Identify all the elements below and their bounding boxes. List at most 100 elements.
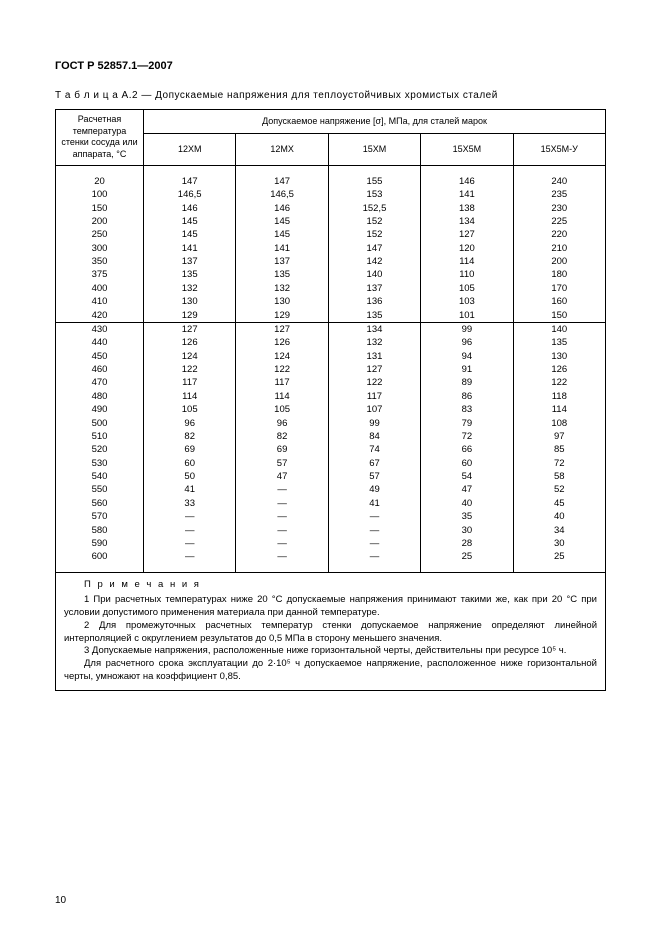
value-cell: 124 bbox=[144, 349, 236, 362]
value-cell: 91 bbox=[421, 363, 513, 376]
table-row: 250145145152127220 bbox=[56, 228, 606, 241]
value-cell: 126 bbox=[513, 363, 605, 376]
value-cell: 155 bbox=[328, 165, 420, 188]
value-cell: 85 bbox=[513, 443, 605, 456]
value-cell: 235 bbox=[513, 188, 605, 201]
doc-header: ГОСТ Р 52857.1—2007 bbox=[55, 60, 606, 72]
value-cell: 41 bbox=[144, 483, 236, 496]
temp-cell: 400 bbox=[56, 282, 144, 295]
note: Для расчетного срока эксплуатации до 2·1… bbox=[64, 658, 597, 684]
value-cell: 83 bbox=[421, 403, 513, 416]
value-cell: 146 bbox=[144, 201, 236, 214]
value-cell: — bbox=[236, 483, 328, 496]
value-cell: 30 bbox=[421, 523, 513, 536]
value-cell: 126 bbox=[144, 336, 236, 349]
value-cell: 127 bbox=[421, 228, 513, 241]
value-cell: — bbox=[144, 523, 236, 536]
table-row: 375135135140110180 bbox=[56, 268, 606, 281]
value-cell: 99 bbox=[421, 322, 513, 336]
value-cell: 114 bbox=[421, 255, 513, 268]
value-cell: 135 bbox=[236, 268, 328, 281]
value-cell: — bbox=[236, 510, 328, 523]
value-cell: 47 bbox=[236, 470, 328, 483]
value-cell: 117 bbox=[144, 376, 236, 389]
table-row: 50096969979108 bbox=[56, 416, 606, 429]
value-cell: 110 bbox=[421, 268, 513, 281]
value-cell: 153 bbox=[328, 188, 420, 201]
temp-cell: 200 bbox=[56, 215, 144, 228]
value-cell: — bbox=[236, 537, 328, 550]
table-row: 44012612613296135 bbox=[56, 336, 606, 349]
temp-cell: 100 bbox=[56, 188, 144, 201]
table-row: 600———2525 bbox=[56, 550, 606, 573]
temp-cell: 490 bbox=[56, 403, 144, 416]
value-cell: 127 bbox=[236, 322, 328, 336]
value-cell: 57 bbox=[236, 456, 328, 469]
value-cell: 129 bbox=[236, 308, 328, 322]
value-cell: 89 bbox=[421, 376, 513, 389]
value-cell: 105 bbox=[236, 403, 328, 416]
temp-cell: 350 bbox=[56, 255, 144, 268]
value-cell: 137 bbox=[144, 255, 236, 268]
data-table: Расчетная температура стенки сосуда или … bbox=[55, 109, 606, 573]
value-cell: 210 bbox=[513, 241, 605, 254]
value-cell: 49 bbox=[328, 483, 420, 496]
page: ГОСТ Р 52857.1—2007 Т а б л и ц а А.2 — … bbox=[0, 0, 661, 936]
value-cell: 130 bbox=[144, 295, 236, 308]
temp-cell: 300 bbox=[56, 241, 144, 254]
table-row: 47011711712289122 bbox=[56, 376, 606, 389]
temp-cell: 530 bbox=[56, 456, 144, 469]
value-cell: 137 bbox=[236, 255, 328, 268]
notes-block: П р и м е ч а н и я 1 При расчетных темп… bbox=[55, 573, 606, 691]
value-cell: 96 bbox=[144, 416, 236, 429]
value-cell: 40 bbox=[513, 510, 605, 523]
table-row: 45012412413194130 bbox=[56, 349, 606, 362]
temp-cell: 440 bbox=[56, 336, 144, 349]
value-cell: 146,5 bbox=[236, 188, 328, 201]
temp-cell: 150 bbox=[56, 201, 144, 214]
value-cell: 141 bbox=[236, 241, 328, 254]
value-cell: 54 bbox=[421, 470, 513, 483]
value-cell: 132 bbox=[236, 282, 328, 295]
table-row: 5108282847297 bbox=[56, 430, 606, 443]
value-cell: 69 bbox=[144, 443, 236, 456]
value-cell: 122 bbox=[513, 376, 605, 389]
table-row: 46012212212791126 bbox=[56, 363, 606, 376]
value-cell: 45 bbox=[513, 497, 605, 510]
table-row: 100146,5146,5153141235 bbox=[56, 188, 606, 201]
temp-cell: 600 bbox=[56, 550, 144, 573]
value-cell: 132 bbox=[328, 336, 420, 349]
value-cell: 129 bbox=[144, 308, 236, 322]
temp-cell: 560 bbox=[56, 497, 144, 510]
note: 1 При расчетных температурах ниже 20 °C … bbox=[64, 594, 597, 620]
value-cell: 131 bbox=[328, 349, 420, 362]
value-cell: 60 bbox=[421, 456, 513, 469]
value-cell: — bbox=[144, 510, 236, 523]
value-cell: 152,5 bbox=[328, 201, 420, 214]
value-cell: 136 bbox=[328, 295, 420, 308]
value-cell: 137 bbox=[328, 282, 420, 295]
value-cell: 152 bbox=[328, 215, 420, 228]
table-row: 49010510510783114 bbox=[56, 403, 606, 416]
notes-title: П р и м е ч а н и я bbox=[64, 579, 597, 592]
value-cell: — bbox=[328, 510, 420, 523]
value-cell: 230 bbox=[513, 201, 605, 214]
value-cell: 146 bbox=[236, 201, 328, 214]
temp-cell: 570 bbox=[56, 510, 144, 523]
value-cell: 33 bbox=[144, 497, 236, 510]
value-cell: 225 bbox=[513, 215, 605, 228]
table-row: 300141141147120210 bbox=[56, 241, 606, 254]
value-cell: 200 bbox=[513, 255, 605, 268]
temp-cell: 480 bbox=[56, 390, 144, 403]
value-cell: 34 bbox=[513, 523, 605, 536]
value-cell: 180 bbox=[513, 268, 605, 281]
value-cell: 50 bbox=[144, 470, 236, 483]
value-cell: 140 bbox=[328, 268, 420, 281]
value-cell: — bbox=[236, 497, 328, 510]
value-cell: 114 bbox=[236, 390, 328, 403]
value-cell: 60 bbox=[144, 456, 236, 469]
col-header-temp: Расчетная температура стенки сосуда или … bbox=[56, 110, 144, 166]
value-cell: 28 bbox=[421, 537, 513, 550]
value-cell: — bbox=[236, 523, 328, 536]
col-header: 15Х5М bbox=[421, 133, 513, 165]
